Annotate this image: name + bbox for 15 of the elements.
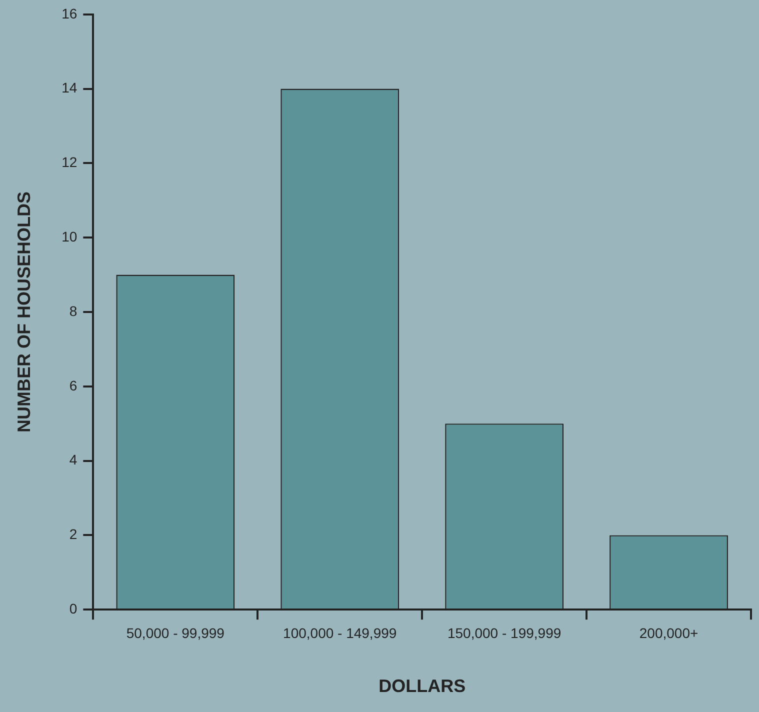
y-tick-label: 6 bbox=[69, 377, 78, 394]
x-tick-label: 50,000 - 99,999 bbox=[126, 624, 225, 641]
y-tick-label: 8 bbox=[69, 302, 78, 319]
y-tick-label: 0 bbox=[69, 600, 78, 616]
x-tick-label: 150,000 - 199,999 bbox=[447, 624, 562, 641]
y-tick-label: 12 bbox=[62, 154, 78, 170]
y-tick-label: 14 bbox=[62, 80, 78, 96]
y-tick-label: 10 bbox=[62, 228, 78, 244]
x-axis-title: DOLLARS bbox=[378, 676, 466, 696]
y-axis-title: NUMBER OF HOUSEHOLDS bbox=[14, 191, 34, 433]
y-tick-label: 2 bbox=[69, 526, 78, 542]
x-tick-label: 100,000 - 149,999 bbox=[283, 624, 397, 641]
y-tick-label: 4 bbox=[69, 452, 78, 468]
y-tick-label: 16 bbox=[62, 5, 78, 22]
x-tick-label: 200,000+ bbox=[639, 624, 698, 641]
